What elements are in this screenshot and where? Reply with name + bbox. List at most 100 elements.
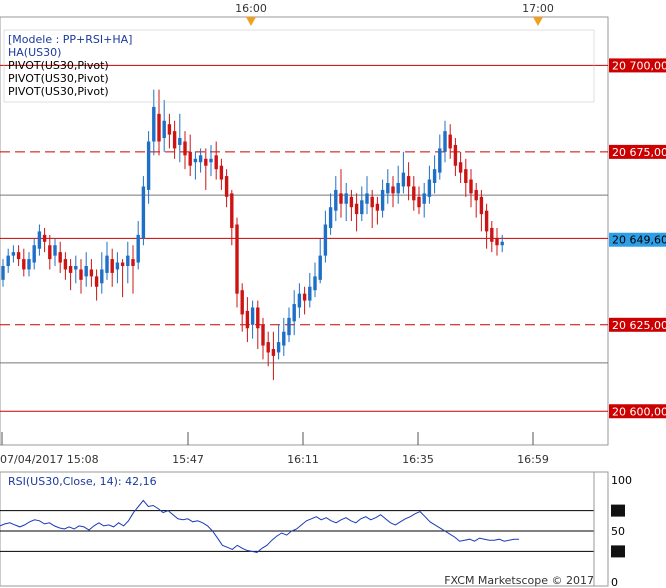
candle-body[interactable]	[396, 183, 400, 194]
candle-body[interactable]	[126, 255, 130, 266]
candle-body[interactable]	[63, 259, 68, 270]
candle-body[interactable]	[334, 189, 338, 211]
candle-body[interactable]	[427, 179, 432, 197]
candle-body[interactable]	[271, 349, 276, 356]
candle-body[interactable]	[172, 131, 177, 149]
candle-body[interactable]	[157, 113, 161, 142]
candle-body[interactable]	[235, 224, 239, 294]
candle-body[interactable]	[474, 189, 478, 201]
candle-body[interactable]	[136, 234, 140, 263]
candle-body[interactable]	[79, 269, 83, 280]
candle-body[interactable]	[27, 259, 31, 270]
candle-body[interactable]	[42, 234, 47, 242]
legend-pivot-2[interactable]: PIVOT(US30,Pivot)	[8, 72, 109, 85]
candle-body[interactable]	[100, 269, 104, 284]
time-marker-triangle-icon[interactable]	[246, 17, 256, 26]
candle-body[interactable]	[48, 245, 52, 260]
candle-body[interactable]	[464, 169, 468, 183]
candle-body[interactable]	[261, 324, 265, 346]
candle-body[interactable]	[391, 186, 395, 194]
candle-body[interactable]	[432, 169, 437, 183]
candle-body[interactable]	[214, 155, 218, 170]
candle-body[interactable]	[219, 165, 224, 180]
candle-body[interactable]	[245, 310, 250, 329]
candle-body[interactable]	[105, 255, 109, 273]
candle-body[interactable]	[6, 255, 10, 266]
candle-body[interactable]	[323, 224, 328, 256]
candle-body[interactable]	[115, 262, 120, 270]
candle-body[interactable]	[250, 307, 255, 325]
candle-body[interactable]	[422, 193, 426, 204]
candle-body[interactable]	[360, 200, 364, 215]
candle-body[interactable]	[84, 266, 88, 277]
candle-body[interactable]	[11, 252, 16, 256]
candle-body[interactable]	[276, 342, 281, 353]
candle-body[interactable]	[287, 317, 291, 336]
candle-body[interactable]	[53, 245, 57, 256]
candle-body[interactable]	[448, 134, 452, 149]
candle-body[interactable]	[167, 124, 172, 135]
candle-body[interactable]	[110, 259, 114, 273]
candle-body[interactable]	[386, 183, 390, 194]
candle-body[interactable]	[500, 241, 504, 246]
candle-body[interactable]	[22, 259, 26, 270]
candle-body[interactable]	[89, 269, 94, 277]
candle-body[interactable]	[443, 131, 447, 152]
candle-body[interactable]	[183, 141, 187, 156]
candle-body[interactable]	[58, 252, 62, 263]
candle-body[interactable]	[292, 304, 296, 322]
candle-body[interactable]	[328, 207, 333, 228]
candle-body[interactable]	[178, 138, 182, 145]
candle-body[interactable]	[479, 196, 484, 215]
candle-body[interactable]	[266, 342, 270, 353]
candle-body[interactable]	[162, 120, 166, 139]
time-marker-triangle-icon[interactable]	[533, 17, 543, 26]
candle-body[interactable]	[141, 186, 146, 239]
candle-body[interactable]	[349, 196, 354, 208]
candle-body[interactable]	[94, 276, 99, 287]
candle-body[interactable]	[224, 176, 229, 197]
candle-body[interactable]	[146, 141, 151, 190]
candle-body[interactable]	[438, 148, 442, 173]
candle-body[interactable]	[417, 196, 421, 208]
candle-body[interactable]	[458, 162, 463, 173]
candle-body[interactable]	[469, 179, 473, 194]
candle-body[interactable]	[297, 293, 302, 308]
candle-body[interactable]	[406, 176, 411, 187]
candle-body[interactable]	[74, 266, 78, 270]
legend-ha[interactable]: HA(US30)	[8, 46, 61, 59]
candle-body[interactable]	[344, 193, 348, 204]
candle-body[interactable]	[131, 259, 135, 266]
candle-body[interactable]	[302, 293, 307, 301]
candle-body[interactable]	[68, 266, 73, 273]
candle-body[interactable]	[370, 196, 374, 208]
candle-body[interactable]	[1, 266, 5, 280]
candle-body[interactable]	[193, 158, 198, 163]
candle-body[interactable]	[401, 172, 406, 187]
candle-body[interactable]	[484, 210, 489, 232]
candle-body[interactable]	[354, 203, 359, 215]
candle-body[interactable]	[380, 189, 385, 211]
candle-body[interactable]	[339, 193, 343, 204]
candle-body[interactable]	[230, 193, 234, 228]
candle-body[interactable]	[188, 151, 192, 166]
candle-body[interactable]	[16, 252, 21, 260]
candle-body[interactable]	[453, 144, 458, 166]
legend-pivot-1[interactable]: PIVOT(US30,Pivot)	[8, 59, 109, 72]
candle-body[interactable]	[375, 203, 380, 211]
rsi-legend[interactable]: RSI(US30,Close, 14): 42,16	[8, 475, 157, 488]
legend-pivot-3[interactable]: PIVOT(US30,Pivot)	[8, 85, 109, 98]
legend-model[interactable]: [Modele : PP+RSI+HA]	[8, 33, 132, 46]
candle-body[interactable]	[240, 290, 244, 315]
candle-body[interactable]	[490, 227, 494, 242]
candle-body[interactable]	[412, 186, 416, 201]
candle-body[interactable]	[308, 286, 312, 301]
candle-body[interactable]	[313, 276, 317, 291]
rsi-line[interactable]	[0, 499, 519, 553]
candle-body[interactable]	[318, 255, 322, 280]
candle-body[interactable]	[209, 158, 213, 163]
candle-body[interactable]	[37, 231, 42, 249]
candle-body[interactable]	[32, 245, 36, 263]
candle-body[interactable]	[282, 331, 286, 346]
